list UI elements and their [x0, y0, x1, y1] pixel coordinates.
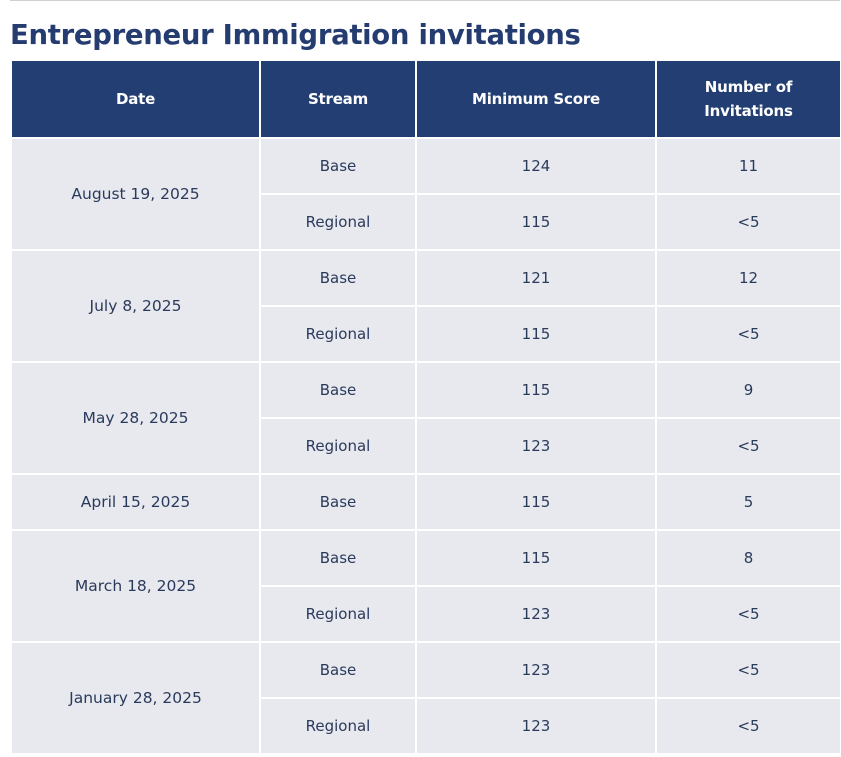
table-row: March 18, 2025 Base 115 8	[10, 529, 841, 643]
table-header: Date Stream Minimum Score Number of Invi…	[10, 59, 841, 139]
stream-cell: Regional	[259, 417, 417, 475]
header-number-of-invitations-line1: Number of	[704, 78, 793, 96]
minimum-score-cell: 115	[415, 193, 657, 251]
header-number-of-invitations: Number of Invitations	[655, 59, 841, 139]
minimum-score-cell: 115	[415, 473, 657, 531]
minimum-score-cell: 115	[415, 529, 657, 587]
stream-cell: Base	[259, 361, 417, 419]
minimum-score-cell: 121	[415, 249, 657, 307]
table-row: Regional 123 <5	[11, 585, 841, 643]
invitations-cell: <5	[655, 305, 841, 363]
table-row: Regional 123 <5	[11, 417, 841, 475]
minimum-score-cell: 115	[415, 361, 657, 419]
table-row: January 28, 2025 Base 123 <5	[10, 641, 841, 755]
table-body: August 19, 2025 Base 124 11 Regional 115 <5 Jul…	[10, 137, 841, 755]
stream-cell: Regional	[259, 697, 417, 755]
stream-cell: Base	[259, 137, 417, 195]
table-row: Regional 123 <5	[11, 697, 841, 755]
invitations-cell: <5	[655, 697, 841, 755]
minimum-score-cell: 115	[415, 305, 657, 363]
header-date: Date	[10, 59, 261, 139]
date-cell: March 18, 2025	[10, 529, 261, 643]
date-cell: July 8, 2025	[10, 249, 261, 363]
header-stream: Stream	[259, 59, 417, 139]
page-title: Entrepreneur Immigration invitations	[10, 19, 581, 51]
table-row: July 8, 2025 Base 121 12	[10, 249, 841, 363]
stream-cell: Base	[259, 529, 417, 587]
minimum-score-cell: 124	[415, 137, 657, 195]
stream-cell: Base	[259, 641, 417, 699]
invitations-cell: <5	[655, 585, 841, 643]
invitations-cell: 5	[655, 473, 841, 531]
date-cell: April 15, 2025	[10, 473, 261, 531]
minimum-score-cell: 123	[415, 417, 657, 475]
stream-cell: Regional	[259, 585, 417, 643]
top-divider	[10, 0, 840, 1]
minimum-score-cell: 123	[415, 585, 657, 643]
invitations-table: Date Stream Minimum Score Number of Invi…	[10, 59, 841, 755]
invitations-cell: <5	[655, 193, 841, 251]
invitations-cell: 8	[655, 529, 841, 587]
table-row: August 19, 2025 Base 124 11	[10, 137, 841, 251]
invitations-cell: 9	[655, 361, 841, 419]
stream-cell: Regional	[259, 193, 417, 251]
invitations-cell: <5	[655, 641, 841, 699]
table-row: May 28, 2025 Base 115 9	[10, 361, 841, 475]
stream-cell: Base	[259, 473, 417, 531]
header-row: Date Stream Minimum Score Number of Invi…	[10, 59, 841, 139]
invitations-cell: 11	[655, 137, 841, 195]
date-cell: May 28, 2025	[10, 361, 261, 475]
invitations-cell: <5	[655, 417, 841, 475]
table-row: April 15, 2025 Base 115 5	[10, 473, 841, 531]
header-number-of-invitations-line2: Invitations	[704, 102, 793, 120]
invitations-cell: 12	[655, 249, 841, 307]
table-row: Regional 115 <5	[11, 305, 841, 363]
stream-cell: Regional	[259, 305, 417, 363]
date-cell: August 19, 2025	[10, 137, 261, 251]
stream-cell: Base	[259, 249, 417, 307]
minimum-score-cell: 123	[415, 697, 657, 755]
header-minimum-score: Minimum Score	[415, 59, 657, 139]
table-row: Regional 115 <5	[11, 193, 841, 251]
minimum-score-cell: 123	[415, 641, 657, 699]
date-cell: January 28, 2025	[10, 641, 261, 755]
